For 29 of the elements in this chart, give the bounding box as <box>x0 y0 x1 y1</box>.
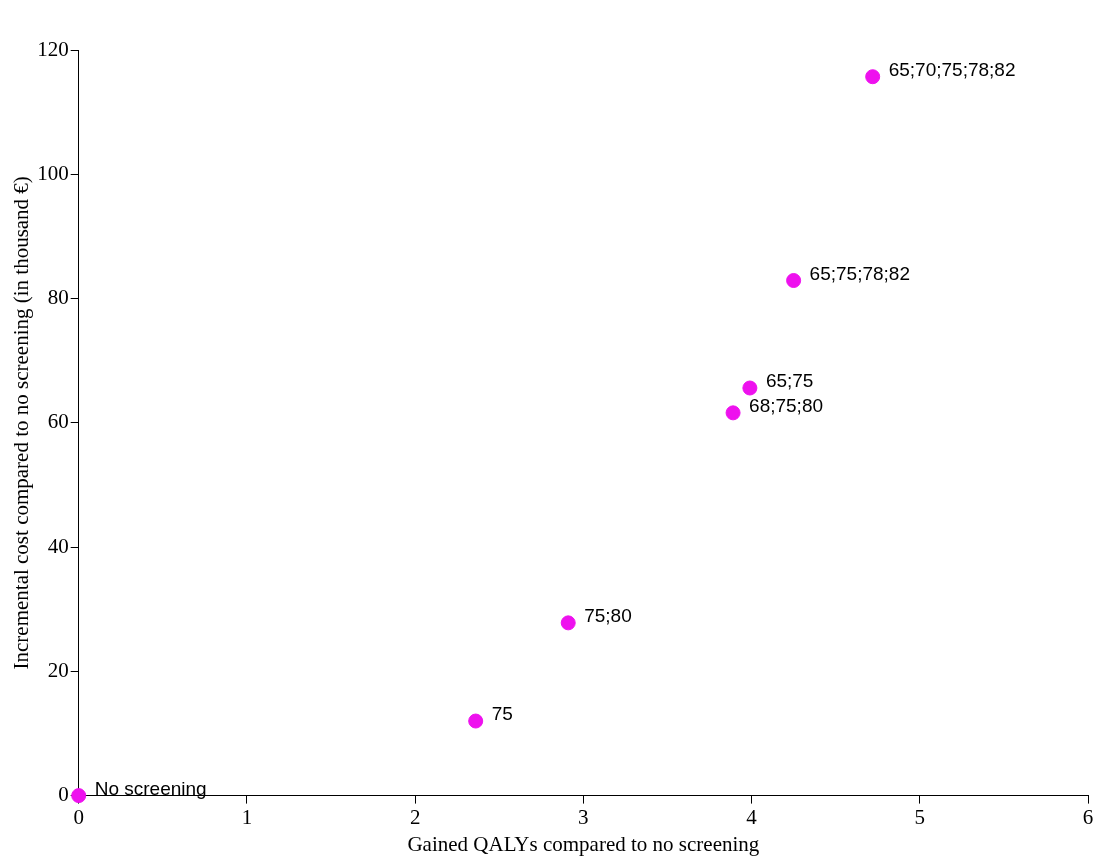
x-tick-label: 6 <box>1082 804 1094 829</box>
x-tick-label: 5 <box>914 804 926 829</box>
x-tick-label: 2 <box>409 804 421 829</box>
annotation: 65;75 <box>765 370 814 392</box>
y-tick-label: 0 <box>58 782 69 807</box>
y-tick-label: 100 <box>37 160 69 185</box>
point <box>865 69 881 85</box>
annotation: 65;70;75;78;82 <box>888 58 1016 80</box>
x-tick-label: 3 <box>578 804 589 829</box>
annotation: No screening <box>94 777 207 799</box>
y-tick-label: 80 <box>47 285 69 310</box>
point <box>786 273 802 289</box>
x-tick-label: 4 <box>746 804 758 829</box>
y-tick-label: 40 <box>47 533 69 558</box>
annotation: 75 <box>491 703 513 725</box>
annotation: 68;75;80 <box>749 395 824 417</box>
point <box>725 405 741 421</box>
x-tick-label: 1 <box>241 804 253 829</box>
point <box>742 380 758 396</box>
point <box>71 788 87 804</box>
annotation: 65;75;78;82 <box>809 262 910 284</box>
annotation: 75;80 <box>584 605 632 627</box>
point <box>560 615 576 631</box>
y-axis-title: Incremental cost compared to no screening (in thousand €) <box>9 176 34 670</box>
y-tick-label: 20 <box>47 657 69 682</box>
y-tick-label: 60 <box>47 409 69 434</box>
point <box>468 713 484 729</box>
x-axis-title: Gained QALYs compared to no screening <box>407 831 760 856</box>
y-tick-label: 120 <box>37 36 69 61</box>
